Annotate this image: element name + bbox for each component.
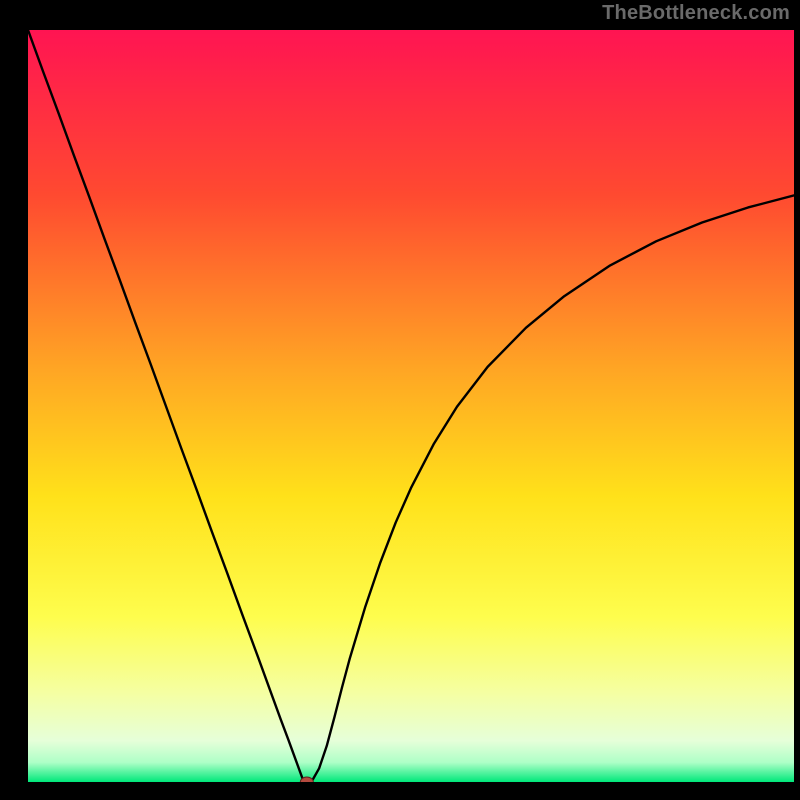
plot-area (28, 30, 794, 782)
chart-frame: TheBottleneck.com (0, 0, 800, 800)
gradient-background (28, 30, 794, 782)
watermark-text: TheBottleneck.com (602, 2, 790, 25)
